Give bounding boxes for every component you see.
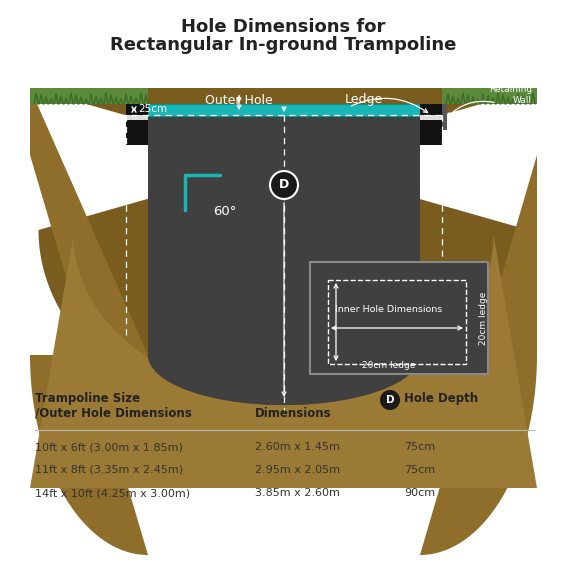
- Text: Inner Hole Dimensions: Inner Hole Dimensions: [335, 306, 443, 315]
- Text: 2.60m x 1.45m: 2.60m x 1.45m: [255, 442, 340, 452]
- Text: 60°: 60°: [213, 205, 236, 218]
- Text: Retaining
Wall: Retaining Wall: [489, 85, 532, 105]
- Bar: [30, 88, 148, 104]
- Bar: [126, 115, 148, 120]
- Bar: [420, 115, 442, 120]
- Bar: [310, 262, 488, 374]
- Text: 75cm: 75cm: [404, 465, 435, 475]
- Polygon shape: [30, 88, 148, 555]
- Text: 20cm: 20cm: [455, 180, 484, 190]
- Bar: [148, 115, 420, 355]
- Text: 20cm ledge: 20cm ledge: [480, 291, 489, 345]
- Bar: [148, 115, 420, 357]
- Text: 25cm: 25cm: [138, 104, 167, 115]
- Text: Trampoline Size
/Outer Hole Dimensions: Trampoline Size /Outer Hole Dimensions: [35, 392, 192, 420]
- Text: Hole Depth: Hole Depth: [404, 392, 478, 405]
- Bar: [148, 104, 420, 116]
- Text: 75cm: 75cm: [404, 442, 435, 452]
- Text: 20cm: 20cm: [86, 180, 115, 190]
- Text: Rectangular In-ground Trampoline: Rectangular In-ground Trampoline: [110, 36, 456, 54]
- Text: Outer Hole: Outer Hole: [205, 94, 273, 107]
- Polygon shape: [30, 88, 537, 425]
- Text: 11ft x 8ft (3.35m x 2.45m): 11ft x 8ft (3.35m x 2.45m): [35, 465, 183, 475]
- Circle shape: [270, 171, 298, 199]
- Polygon shape: [148, 355, 420, 405]
- Bar: [442, 104, 447, 130]
- Bar: [442, 88, 537, 104]
- Text: Hole Dimensions for: Hole Dimensions for: [181, 18, 385, 36]
- Text: 3.85m x 2.60m: 3.85m x 2.60m: [255, 488, 340, 498]
- Text: 20cm ledge: 20cm ledge: [362, 361, 416, 370]
- Text: D: D: [279, 179, 289, 192]
- Text: Ledge: Ledge: [345, 94, 383, 107]
- Text: 2.95m x 2.05m: 2.95m x 2.05m: [255, 465, 340, 475]
- Text: D: D: [386, 395, 394, 405]
- Bar: [126, 104, 148, 145]
- Text: Inner Hole
Dimensions: Inner Hole Dimensions: [255, 392, 332, 420]
- Text: 10ft x 6ft (3.00m x 1.85m): 10ft x 6ft (3.00m x 1.85m): [35, 442, 183, 452]
- Polygon shape: [148, 355, 420, 405]
- Circle shape: [380, 390, 400, 410]
- Bar: [328, 280, 466, 364]
- Text: 90cm: 90cm: [404, 488, 435, 498]
- Text: 14ft x 10ft (4.25m x 3.00m): 14ft x 10ft (4.25m x 3.00m): [35, 488, 190, 498]
- Polygon shape: [420, 88, 537, 555]
- Bar: [420, 104, 442, 145]
- Polygon shape: [30, 235, 537, 488]
